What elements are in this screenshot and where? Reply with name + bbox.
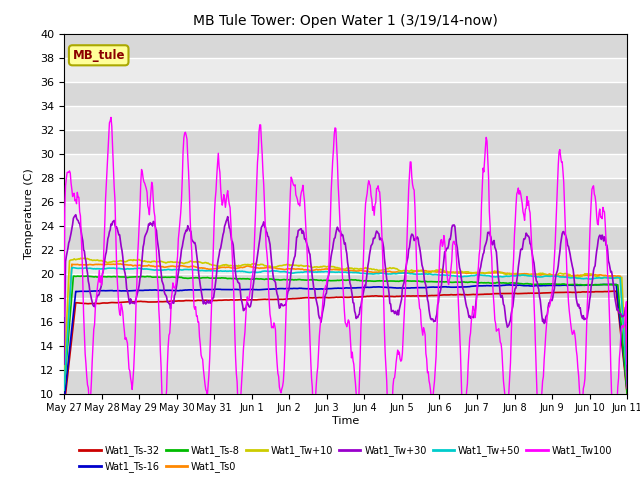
- Legend: Wat1_Ts-32, Wat1_Ts-16, Wat1_Ts-8, Wat1_Ts0, Wat1_Tw+10, Wat1_Tw+30, Wat1_Tw+50,: Wat1_Ts-32, Wat1_Ts-16, Wat1_Ts-8, Wat1_…: [76, 442, 616, 476]
- Bar: [64, 178, 627, 202]
- Text: MB_tule: MB_tule: [72, 49, 125, 62]
- Bar: [64, 274, 627, 298]
- Bar: [64, 202, 627, 226]
- Bar: [64, 106, 627, 130]
- Bar: [64, 58, 627, 82]
- Y-axis label: Temperature (C): Temperature (C): [24, 168, 35, 259]
- X-axis label: Time: Time: [332, 416, 359, 426]
- Bar: [64, 370, 627, 394]
- Bar: [64, 226, 627, 250]
- Bar: [64, 250, 627, 274]
- Bar: [64, 346, 627, 370]
- Bar: [64, 322, 627, 346]
- Bar: [64, 130, 627, 154]
- Bar: [64, 34, 627, 58]
- Title: MB Tule Tower: Open Water 1 (3/19/14-now): MB Tule Tower: Open Water 1 (3/19/14-now…: [193, 14, 498, 28]
- Bar: [64, 298, 627, 322]
- Bar: [64, 154, 627, 178]
- Bar: [64, 82, 627, 106]
